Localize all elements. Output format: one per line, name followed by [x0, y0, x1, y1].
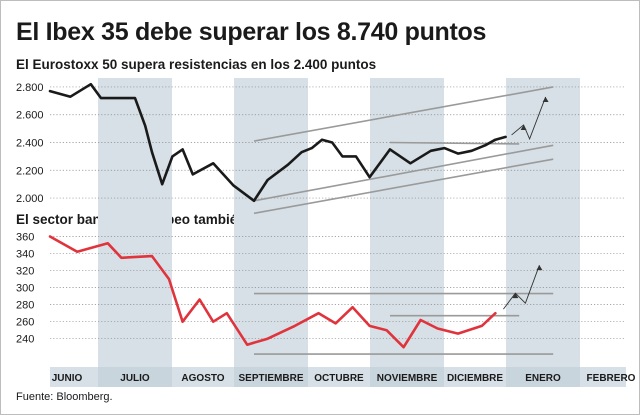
month-axis-strip	[50, 367, 626, 387]
bank-series-line	[48, 235, 497, 349]
eurostoxx-ytick-label: 2.600	[16, 110, 44, 122]
month-band-3	[234, 78, 308, 368]
bank-ytick-label: 280	[16, 300, 34, 312]
bank-ytick-label: 340	[16, 249, 34, 261]
eurostoxx-subtitle: El Eurostoxx 50 supera resistencias en l…	[16, 57, 377, 72]
bank-ytick-label: 260	[16, 317, 34, 329]
eurostoxx-ytick-label: 2.200	[16, 165, 44, 177]
eurostoxx-trendline-2	[253, 158, 554, 215]
month-label: DICIEMBRE	[447, 373, 503, 384]
bank-ytick-label: 320	[16, 266, 34, 278]
bank-ytick-label: 360	[16, 232, 34, 244]
eurostoxx-projection-arrow	[511, 96, 547, 141]
month-label: JUNIO	[52, 373, 83, 384]
eurostoxx-series-line	[48, 82, 507, 203]
month-axis-band-5	[370, 367, 444, 387]
eurostoxx-trendline-0	[253, 86, 554, 142]
month-label: SEPTIEMBRE	[238, 373, 303, 384]
month-band-1	[98, 78, 172, 368]
month-band-7	[506, 78, 580, 368]
page-title: El Ibex 35 debe superar los 8.740 puntos	[16, 18, 487, 46]
eurostoxx-arrow-head-small	[520, 124, 527, 130]
month-label: NOVIEMBRE	[377, 373, 438, 384]
month-label: ENERO	[525, 373, 561, 384]
bank-arrow-head	[536, 265, 543, 271]
bank-ytick-label: 300	[16, 283, 34, 295]
bank-ytick-label: 240	[16, 334, 34, 346]
source-note: Fuente: Bloomberg.	[16, 391, 113, 403]
eurostoxx-ytick-label: 2.400	[16, 138, 44, 150]
eurostoxx-ytick-label: 2.000	[16, 193, 44, 205]
month-axis-band-3	[234, 367, 308, 387]
eurostoxx-trendline-1	[253, 144, 554, 202]
month-band-5	[370, 78, 444, 368]
month-label: AGOSTO	[181, 373, 224, 384]
bank-arrow-head-small	[512, 293, 519, 299]
eurostoxx-trendline-3	[389, 141, 520, 145]
eurostoxx-ytick-label: 2.800	[16, 82, 44, 94]
month-axis-band-1	[98, 367, 172, 387]
bank-projection-arrow	[503, 265, 540, 310]
month-label: JULIO	[120, 373, 150, 384]
month-label: FEBRERO	[587, 373, 636, 384]
eurostoxx-arrow-head	[542, 96, 549, 102]
month-axis-band-7	[506, 367, 580, 387]
month-label: OCTUBRE	[314, 373, 364, 384]
